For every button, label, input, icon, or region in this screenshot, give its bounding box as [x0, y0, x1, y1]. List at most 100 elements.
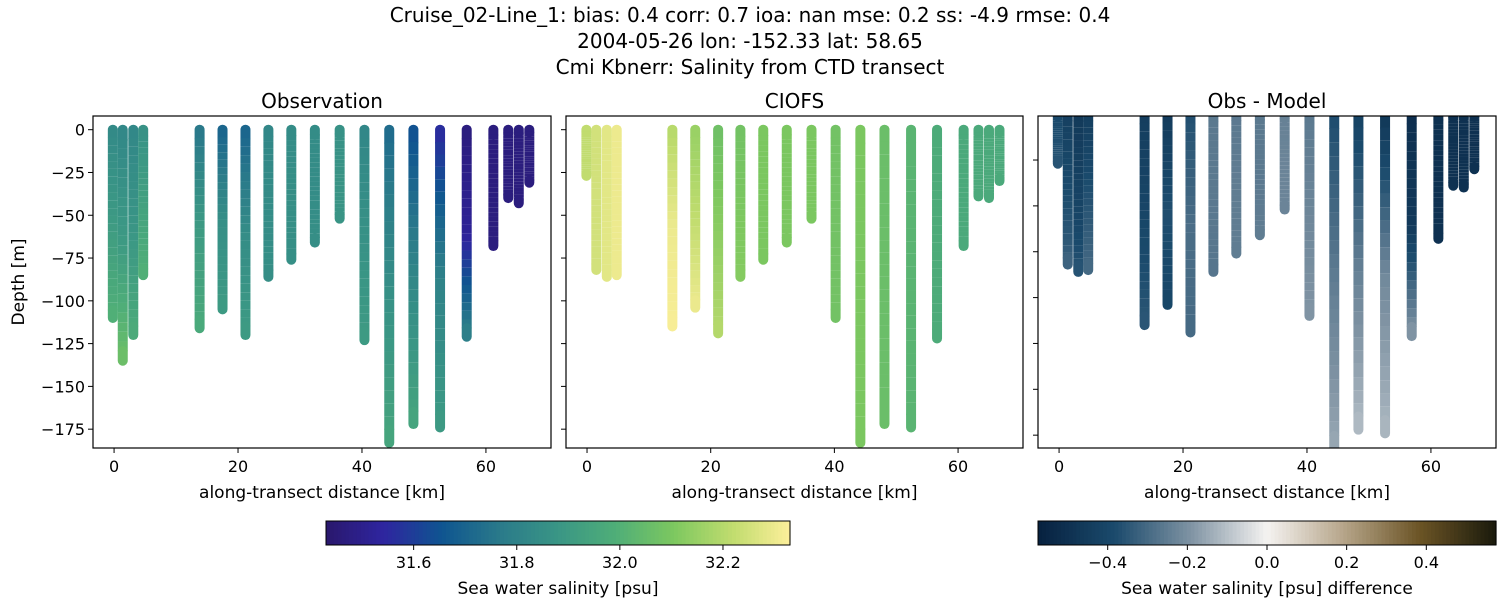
- colorbar-swatch: [1068, 521, 1073, 545]
- colorbar-swatch: [708, 521, 714, 545]
- colorbar-tick-label: 0.4: [1414, 553, 1439, 572]
- colorbar-swatch: [337, 521, 343, 545]
- colorbar-swatch: [399, 521, 404, 545]
- colorbar-swatch: [1377, 521, 1383, 545]
- colorbar-swatch: [561, 521, 567, 545]
- colorbar-swatch: [585, 521, 590, 545]
- colorbar-swatch: [697, 521, 702, 545]
- colorbar-swatch: [1438, 521, 1444, 545]
- colorbar-swatch: [1446, 521, 1451, 545]
- colorbar-swatch: [500, 521, 505, 545]
- colorbar-swatch: [1217, 521, 1222, 545]
- colorbar-swatch: [414, 521, 420, 545]
- colorbar-swatch: [395, 521, 401, 545]
- colorbar-swatch: [1427, 521, 1432, 545]
- colorbar-swatch: [1373, 521, 1379, 545]
- colorbar-swatch: [519, 521, 524, 545]
- colorbar-swatch: [1423, 521, 1428, 545]
- colorbar-swatch: [1278, 521, 1283, 545]
- y-axis-label: Depth [m]: [9, 238, 29, 325]
- x-tick-label: 40: [352, 457, 372, 476]
- colorbar-swatch: [677, 521, 683, 545]
- colorbar-swatch: [732, 521, 737, 545]
- colorbar-swatch: [1202, 521, 1207, 545]
- colorbar-swatch: [364, 521, 370, 545]
- colorbar-swatch: [1205, 521, 1211, 545]
- colorbar-label: Sea water salinity [psu]: [458, 579, 659, 599]
- colorbar-swatch: [1480, 521, 1486, 545]
- colorbar-swatch: [592, 521, 598, 545]
- colorbar-swatch: [1179, 521, 1184, 545]
- panel-title: Observation: [261, 89, 383, 113]
- colorbar-swatch: [507, 521, 513, 545]
- colorbar-swatch: [685, 521, 691, 545]
- colorbar-swatch: [1160, 521, 1165, 545]
- colorbar-swatch: [1186, 521, 1192, 545]
- colorbar-swatch: [1339, 521, 1344, 545]
- colorbar-swatch: [1473, 521, 1478, 545]
- colorbar-swatch: [1125, 521, 1131, 545]
- colorbar-swatch: [720, 521, 725, 545]
- casts: [1052, 116, 1480, 448]
- colorbar-swatch: [538, 521, 544, 545]
- colorbar-swatch: [1289, 521, 1295, 545]
- colorbar-swatch: [1320, 521, 1325, 545]
- colorbar-swatch: [480, 521, 486, 545]
- colorbar-swatch: [1431, 521, 1436, 545]
- colorbar-swatch: [1293, 521, 1299, 545]
- colorbar-swatch: [778, 521, 783, 545]
- colorbar-swatch: [1144, 521, 1150, 545]
- colorbar-swatch: [782, 521, 787, 545]
- colorbar-swatch: [1095, 521, 1100, 545]
- colorbar-swatch: [1209, 521, 1215, 545]
- colorbar-swatch: [360, 521, 366, 545]
- colorbar-swatch: [476, 521, 482, 545]
- colorbar-swatch: [442, 521, 447, 545]
- colorbar-swatch: [1079, 521, 1085, 545]
- colorbar-swatch: [1049, 521, 1054, 545]
- figure-title-line-1: Cruise_02-Line_1: bias: 0.4 corr: 0.7 io…: [389, 3, 1111, 27]
- colorbar-swatch: [1236, 521, 1241, 545]
- panel-title: Obs - Model: [1208, 89, 1327, 113]
- y-tick-label: −50: [51, 206, 85, 225]
- colorbar-swatch: [612, 521, 617, 545]
- x-axis-label: along-transect distance [km]: [199, 483, 445, 503]
- colorbar-swatch: [1312, 521, 1318, 545]
- axes-frame: [1037, 115, 1497, 449]
- colorbar-swatch: [1324, 521, 1329, 545]
- y-tick-label: −100: [41, 292, 85, 311]
- colorbar-swatch: [1141, 521, 1146, 545]
- colorbar-swatch: [461, 521, 466, 545]
- colorbar-swatch: [1297, 521, 1302, 545]
- colorbar-swatch: [1450, 521, 1455, 545]
- colorbar-swatch: [1461, 521, 1467, 545]
- colorbar-frame: [325, 520, 791, 546]
- colorbar-swatch: [1362, 521, 1367, 545]
- colorbar-swatch: [646, 521, 652, 545]
- colorbar-swatch: [353, 521, 358, 545]
- colorbar-swatch: [449, 521, 455, 545]
- colorbar-swatch: [1183, 521, 1188, 545]
- colorbar-swatch: [469, 521, 474, 545]
- colorbar-swatch: [1259, 521, 1264, 545]
- colorbar-swatch: [1114, 521, 1119, 545]
- panel-title: CIOFS: [765, 89, 824, 113]
- colorbar-swatch: [635, 521, 640, 545]
- colorbar-swatch: [1076, 521, 1081, 545]
- colorbar-swatch: [670, 521, 675, 545]
- x-tick-label: 60: [1421, 457, 1441, 476]
- colorbar-tick-label: 0.2: [1334, 553, 1359, 572]
- colorbar-swatch: [411, 521, 416, 545]
- colorbar-swatch: [1060, 521, 1066, 545]
- colorbar-swatch: [743, 521, 749, 545]
- colorbar-swatch: [1083, 521, 1089, 545]
- colorbar-swatch: [1251, 521, 1257, 545]
- x-tick-label: 20: [701, 457, 721, 476]
- y-tick-label: −175: [41, 420, 85, 439]
- colorbar-swatch: [1305, 521, 1310, 545]
- colorbar-swatch: [650, 521, 656, 545]
- colorbar-swatch: [1228, 521, 1234, 545]
